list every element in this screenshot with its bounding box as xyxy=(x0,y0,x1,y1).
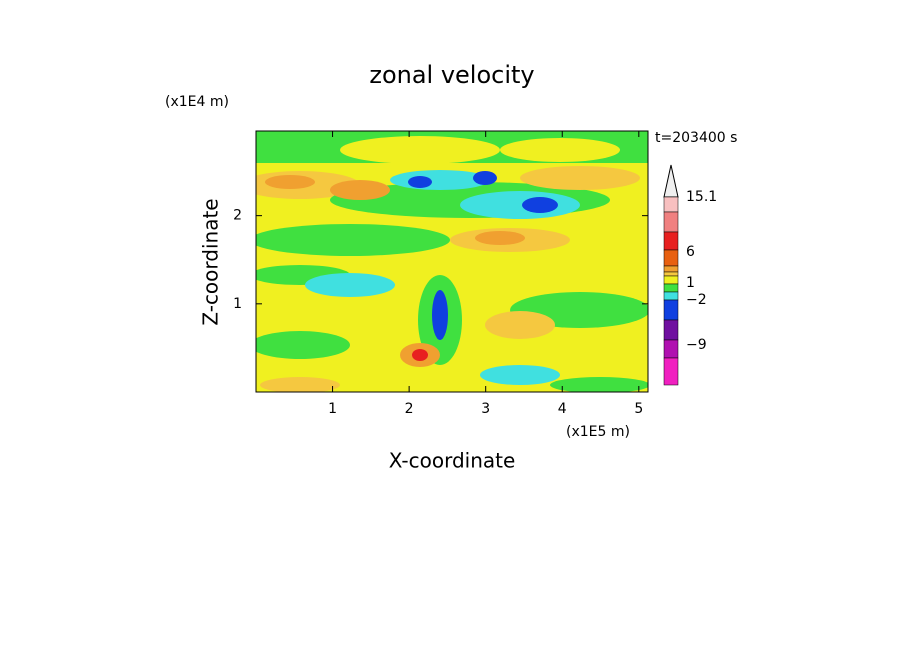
x-tick-label: 4 xyxy=(558,401,567,417)
x-axis-label: X-coordinate xyxy=(389,449,516,473)
colorbar-over xyxy=(663,164,679,198)
x-tick-label: 1 xyxy=(328,401,337,417)
colorbar-label: −9 xyxy=(686,337,707,353)
colorbar-segment xyxy=(663,211,679,233)
colorbar-segment xyxy=(663,319,679,341)
colorbar-segment xyxy=(663,231,679,251)
colorbar-label: 1 xyxy=(686,275,695,291)
x-tick-label: 3 xyxy=(481,401,490,417)
y-unit: (x1E4 m) xyxy=(165,94,229,110)
colorbar-segment xyxy=(663,291,679,301)
colorbar-label: −2 xyxy=(686,292,707,308)
time-label: t=203400 s xyxy=(655,130,737,146)
y-axis-label: Z-coordinate xyxy=(199,198,223,325)
colorbar-label: 15.1 xyxy=(686,189,717,205)
x-tick-label: 2 xyxy=(405,401,414,417)
colorbar-segment xyxy=(663,299,679,321)
y-tick-label: 1 xyxy=(233,296,242,312)
colorbar-segment xyxy=(663,249,679,267)
colorbar-segment xyxy=(663,196,679,213)
chart-title: zonal velocity xyxy=(369,61,534,89)
contour-field xyxy=(256,131,648,392)
colorbar-segment xyxy=(663,283,679,293)
colorbar-segment xyxy=(663,265,679,273)
x-unit: (x1E5 m) xyxy=(566,424,630,440)
y-tick-label: 2 xyxy=(233,208,242,224)
colorbar-segment xyxy=(663,275,679,285)
colorbar-segment xyxy=(663,357,679,386)
colorbar-segment xyxy=(663,271,679,277)
plot-frame xyxy=(255,130,649,393)
colorbar-label: 6 xyxy=(686,244,695,260)
x-tick-label: 5 xyxy=(634,401,643,417)
colorbar-segment xyxy=(663,339,679,359)
